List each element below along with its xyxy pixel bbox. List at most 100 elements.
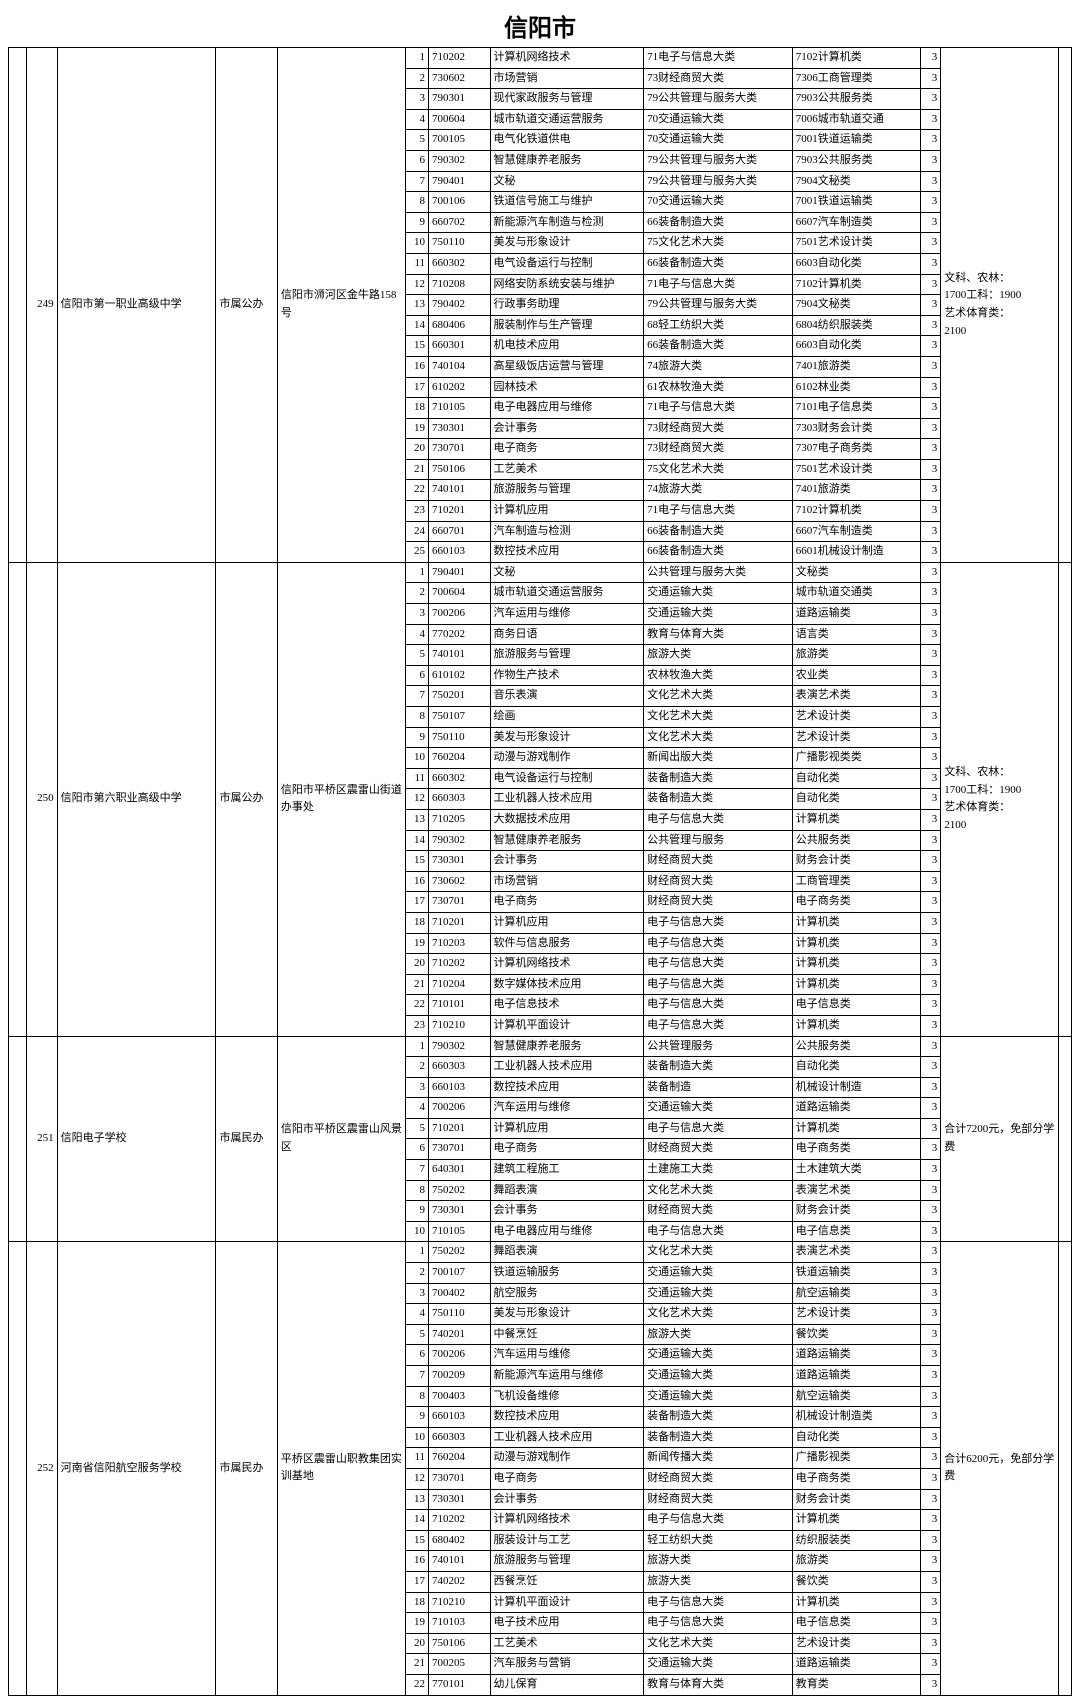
- major-name: 幼儿保育: [490, 1674, 644, 1695]
- major-name: 新能源汽车制造与检测: [490, 212, 644, 233]
- major-cat: 新闻出版大类: [644, 748, 793, 769]
- major-cat: 66装备制造大类: [644, 521, 793, 542]
- major-sub: 7501艺术设计类: [792, 459, 920, 480]
- major-cat: 新闻传播大类: [644, 1448, 793, 1469]
- major-cat: 交通运输大类: [644, 1386, 793, 1407]
- major-num: 5: [405, 645, 428, 666]
- major-sub: 艺术设计类: [792, 1633, 920, 1654]
- major-name: 舞蹈表演: [490, 1180, 644, 1201]
- major-years: 3: [920, 748, 940, 769]
- major-name: 工艺美术: [490, 1633, 644, 1654]
- major-code: 680402: [429, 1530, 490, 1551]
- major-num: 17: [405, 377, 428, 398]
- school-name: 信阳市第六职业高级中学: [57, 562, 216, 1036]
- major-num: 16: [405, 356, 428, 377]
- major-years: 3: [920, 274, 940, 295]
- major-code: 740202: [429, 1571, 490, 1592]
- major-sub: 道路运输类: [792, 1654, 920, 1675]
- major-code: 790302: [429, 830, 490, 851]
- major-cat: 68轻工纺织大类: [644, 315, 793, 336]
- major-code: 710203: [429, 933, 490, 954]
- major-num: 7: [405, 1160, 428, 1181]
- major-sub: 艺术设计类: [792, 707, 920, 728]
- major-name: 动漫与游戏制作: [490, 1448, 644, 1469]
- school-note: 合计6200元，免部分学费: [941, 1242, 1059, 1695]
- major-sub: 机械设计制造类: [792, 1407, 920, 1428]
- major-sub: 道路运输类: [792, 1366, 920, 1387]
- major-years: 3: [920, 583, 940, 604]
- major-sub: 7303财务会计类: [792, 418, 920, 439]
- major-cat: 财经商贸大类: [644, 871, 793, 892]
- major-sub: 6603自动化类: [792, 336, 920, 357]
- major-years: 3: [920, 665, 940, 686]
- major-cat: 土建施工大类: [644, 1160, 793, 1181]
- major-num: 16: [405, 1551, 428, 1572]
- major-code: 740101: [429, 480, 490, 501]
- major-years: 3: [920, 1674, 940, 1695]
- blank-col-right: [1059, 48, 1072, 563]
- major-years: 3: [920, 150, 940, 171]
- major-name: 会计事务: [490, 1489, 644, 1510]
- major-num: 21: [405, 974, 428, 995]
- table-row: 249信阳市第一职业高级中学市属公办信阳市浉河区金牛路158号1710202计算…: [9, 48, 1072, 69]
- schools-table: 249信阳市第一职业高级中学市属公办信阳市浉河区金牛路158号1710202计算…: [8, 47, 1072, 1696]
- major-years: 3: [920, 1613, 940, 1634]
- major-years: 3: [920, 130, 940, 151]
- major-code: 790402: [429, 295, 490, 316]
- major-name: 会计事务: [490, 418, 644, 439]
- major-cat: 电子与信息大类: [644, 1015, 793, 1036]
- major-code: 700209: [429, 1366, 490, 1387]
- school-ownership: 市属民办: [216, 1242, 277, 1695]
- major-sub: 道路运输类: [792, 604, 920, 625]
- major-sub: 7307电子商务类: [792, 439, 920, 460]
- major-sub: 6603自动化类: [792, 253, 920, 274]
- major-sub: 财务会计类: [792, 1201, 920, 1222]
- major-code: 660302: [429, 253, 490, 274]
- major-years: 3: [920, 1654, 940, 1675]
- major-num: 15: [405, 336, 428, 357]
- major-code: 680406: [429, 315, 490, 336]
- major-years: 3: [920, 768, 940, 789]
- major-name: 商务日语: [490, 624, 644, 645]
- major-years: 3: [920, 1242, 940, 1263]
- major-num: 5: [405, 130, 428, 151]
- major-name: 计算机应用: [490, 912, 644, 933]
- major-sub: 6804纺织服装类: [792, 315, 920, 336]
- major-sub: 7102计算机类: [792, 274, 920, 295]
- major-cat: 70交通运输大类: [644, 109, 793, 130]
- major-years: 3: [920, 707, 940, 728]
- major-name: 航空服务: [490, 1283, 644, 1304]
- major-num: 18: [405, 398, 428, 419]
- major-cat: 电子与信息大类: [644, 1221, 793, 1242]
- major-sub: 道路运输类: [792, 1345, 920, 1366]
- major-years: 3: [920, 851, 940, 872]
- major-name: 软件与信息服务: [490, 933, 644, 954]
- major-num: 8: [405, 1180, 428, 1201]
- major-cat: 电子与信息大类: [644, 1592, 793, 1613]
- major-code: 740101: [429, 645, 490, 666]
- major-name: 汽车运用与维修: [490, 1098, 644, 1119]
- major-code: 730602: [429, 68, 490, 89]
- major-sub: 旅游类: [792, 1551, 920, 1572]
- major-sub: 文秘类: [792, 562, 920, 583]
- major-name: 旅游服务与管理: [490, 1551, 644, 1572]
- major-years: 3: [920, 1263, 940, 1284]
- major-sub: 计算机类: [792, 933, 920, 954]
- major-cat: 79公共管理与服务大类: [644, 295, 793, 316]
- major-name: 汽车制造与检测: [490, 521, 644, 542]
- major-sub: 6607汽车制造类: [792, 521, 920, 542]
- major-num: 5: [405, 1324, 428, 1345]
- major-years: 3: [920, 377, 940, 398]
- major-cat: 轻工纺织大类: [644, 1530, 793, 1551]
- major-name: 铁道运输服务: [490, 1263, 644, 1284]
- major-name: 现代家政服务与管理: [490, 89, 644, 110]
- school-id: 249: [26, 48, 57, 563]
- major-num: 14: [405, 830, 428, 851]
- major-num: 8: [405, 1386, 428, 1407]
- major-num: 13: [405, 809, 428, 830]
- major-sub: 公共服务类: [792, 830, 920, 851]
- major-code: 750110: [429, 233, 490, 254]
- major-code: 710208: [429, 274, 490, 295]
- major-num: 2: [405, 68, 428, 89]
- major-cat: 电子与信息大类: [644, 809, 793, 830]
